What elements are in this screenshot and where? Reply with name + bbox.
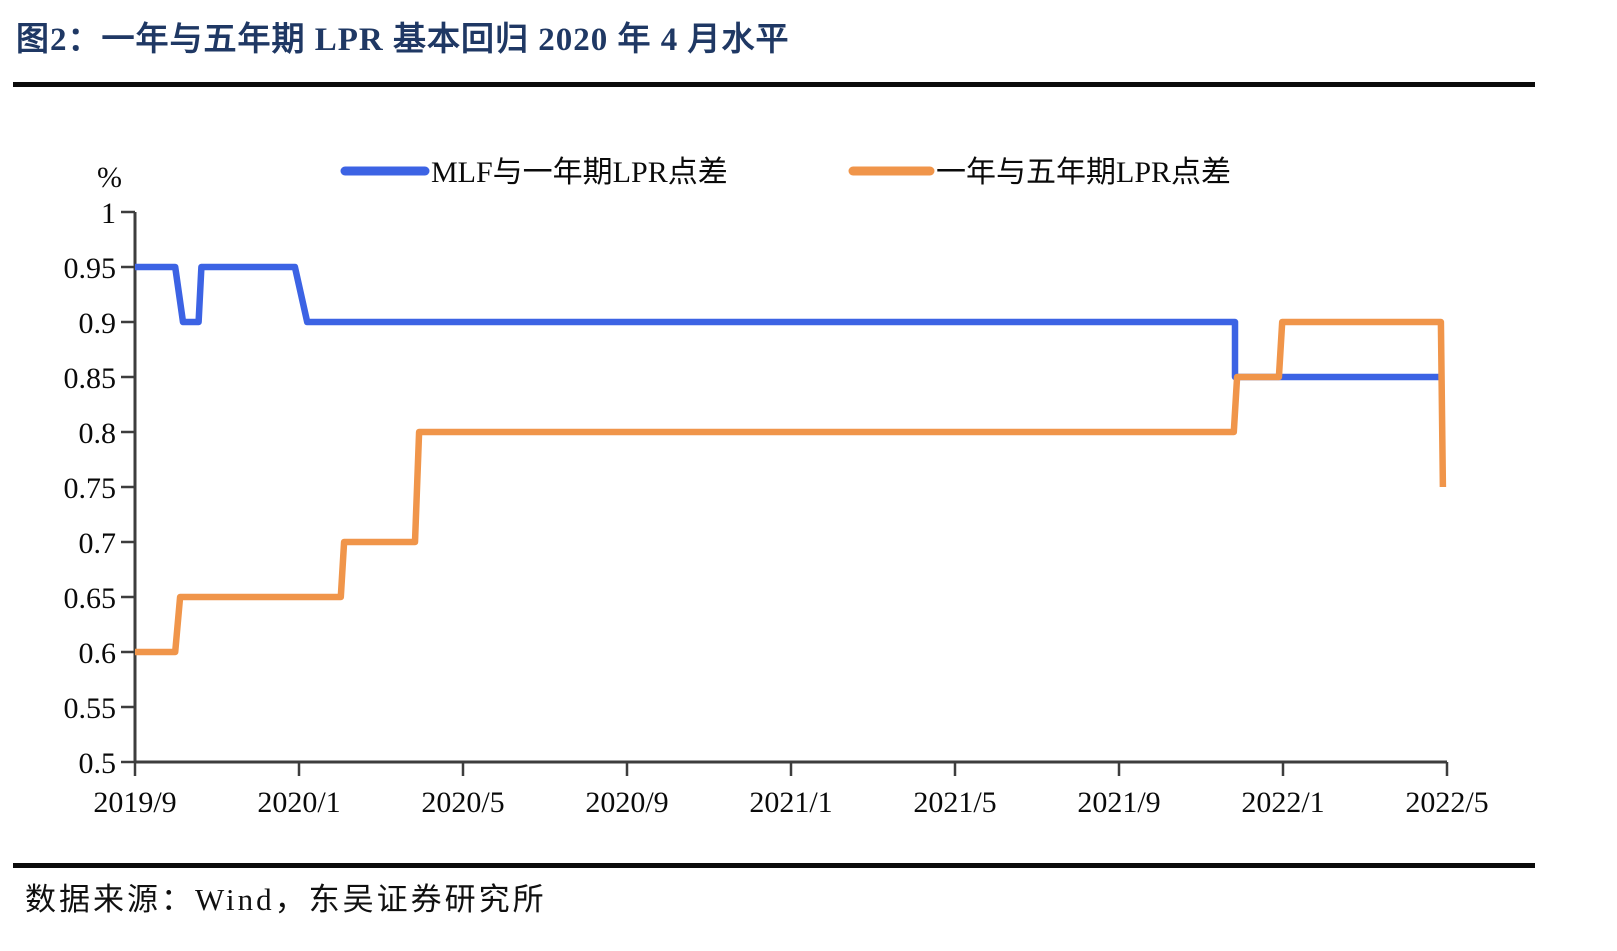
y-tick-label: 0.6	[79, 637, 117, 670]
x-tick-label: 2021/5	[913, 786, 996, 819]
legend-item: 一年与五年期LPR点差	[848, 156, 1231, 189]
x-tick-label: 2021/1	[749, 786, 832, 819]
y-tick-label: 0.5	[79, 747, 117, 780]
series-line-1y-vs-5y-lpr-spread	[135, 318, 1447, 656]
footer-divider-line	[13, 863, 1535, 868]
legend-item: MLF与一年期LPR点差	[340, 156, 728, 189]
x-tick-label: 2019/9	[93, 786, 176, 819]
y-tick-label: 1	[101, 197, 116, 230]
x-tick-label: 2022/1	[1241, 786, 1324, 819]
y-tick-label: 0.9	[79, 307, 117, 340]
y-tick-label: 0.8	[79, 417, 117, 450]
x-tick-label: 2020/9	[585, 786, 668, 819]
y-tick-label: 0.95	[64, 252, 117, 285]
y-tick-label: 0.7	[79, 527, 117, 560]
title-divider-line	[13, 82, 1535, 87]
x-tick-label: 2020/1	[257, 786, 340, 819]
figure-title: 图2：一年与五年期 LPR 基本回归 2020 年 4 月水平	[16, 22, 790, 58]
y-axis-unit-label: %	[97, 161, 122, 194]
x-tick-label: 2021/9	[1077, 786, 1160, 819]
x-tick-label: 2022/5	[1405, 786, 1488, 819]
y-tick-label: 0.65	[64, 582, 117, 615]
data-source-text: 数据来源：Wind，东吴证券研究所	[25, 882, 547, 917]
legend-label-mlf-vs-1y-lpr-spread: MLF与一年期LPR点差	[431, 156, 728, 189]
y-tick-label: 0.55	[64, 692, 117, 725]
series-line-mlf-vs-1y-lpr-spread	[135, 263, 1443, 381]
y-tick-label: 0.75	[64, 472, 117, 505]
lpr-spread-line-chart: MLF与一年期LPR点差 一年与五年期LPR点差%1 0.95 0.9 0.85 0.8 0…	[64, 156, 1489, 819]
y-tick-label: 0.85	[64, 362, 117, 395]
x-tick-label: 2020/5	[421, 786, 504, 819]
legend-label-1y-vs-5y-lpr-spread: 一年与五年期LPR点差	[936, 156, 1231, 189]
